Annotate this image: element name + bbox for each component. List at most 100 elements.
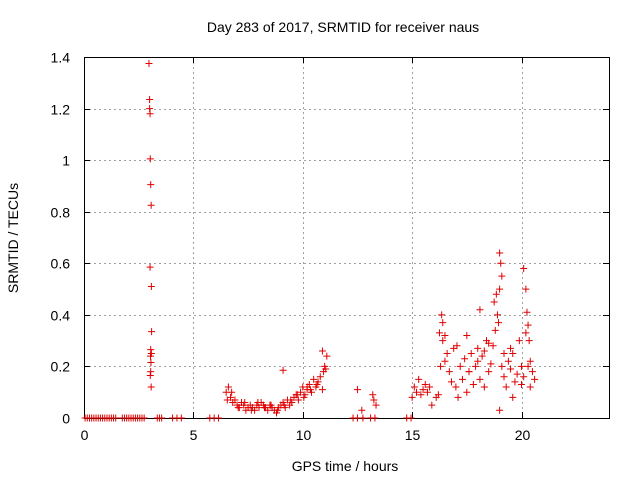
x-tick-label: 20 [515, 427, 531, 443]
data-point [463, 331, 471, 339]
data-point [147, 359, 155, 367]
plot-frame [84, 57, 610, 419]
data-point [472, 362, 480, 370]
data-point [369, 391, 377, 399]
data-point [303, 383, 311, 391]
y-tick-label: 1.2 [51, 102, 71, 118]
data-point [495, 319, 503, 327]
data-point [407, 414, 415, 422]
data-point [318, 386, 326, 394]
data-point [147, 201, 155, 209]
data-point [146, 155, 154, 163]
data-point [408, 393, 416, 401]
data-point [147, 181, 155, 189]
data-point [476, 375, 484, 383]
data-point [520, 373, 528, 381]
data-point [323, 352, 331, 360]
data-point [426, 383, 434, 391]
data-point [480, 383, 488, 391]
data-point [146, 110, 154, 118]
data-point [241, 399, 249, 407]
data-point [526, 383, 534, 391]
data-point [474, 344, 482, 352]
data-point [293, 391, 301, 399]
data-point [500, 350, 508, 358]
data-point [274, 406, 282, 414]
data-point [443, 350, 451, 358]
data-point [507, 365, 515, 373]
data-points [81, 59, 539, 422]
data-point [509, 350, 517, 358]
y-tick-label: 0.8 [51, 205, 71, 221]
data-point [370, 396, 378, 404]
data-point [148, 328, 156, 336]
series-early-spike [145, 59, 156, 391]
x-tick-label: 5 [190, 427, 198, 443]
data-point [147, 346, 155, 354]
data-point [452, 383, 460, 391]
data-point [498, 272, 506, 280]
data-point [318, 347, 326, 355]
data-point [526, 357, 534, 365]
data-point [441, 331, 449, 339]
data-point [428, 401, 436, 409]
data-point [294, 396, 302, 404]
data-point [145, 59, 153, 67]
data-point [496, 285, 504, 293]
data-point [523, 308, 531, 316]
data-point [158, 414, 166, 422]
data-point [441, 357, 449, 365]
data-point [504, 357, 512, 365]
data-point [493, 311, 501, 319]
data-point [453, 342, 461, 350]
data-point [454, 393, 462, 401]
data-point [498, 362, 506, 370]
data-point [223, 396, 231, 404]
data-point [509, 393, 517, 401]
data-point [520, 264, 528, 272]
data-point [146, 371, 154, 379]
data-point [316, 373, 324, 381]
data-point [146, 96, 154, 104]
data-point [260, 404, 268, 412]
data-point [491, 326, 499, 334]
data-point [518, 380, 525, 388]
y-tick-label: 0.2 [51, 359, 71, 375]
data-point [531, 375, 539, 383]
data-point [513, 370, 521, 378]
data-point [279, 366, 287, 374]
data-point [313, 380, 321, 388]
data-point [445, 368, 453, 376]
data-point [435, 329, 443, 337]
data-point [518, 362, 525, 370]
data-point [458, 375, 466, 383]
data-point [437, 362, 445, 370]
data-point [419, 386, 427, 394]
data-point [474, 357, 482, 365]
chart-title: Day 283 of 2017, SRMTID for receiver nau… [207, 19, 479, 35]
data-point [525, 337, 533, 345]
data-point [359, 414, 367, 422]
data-point [112, 414, 120, 422]
data-point [489, 342, 497, 350]
data-point [528, 368, 536, 376]
x-tick-label: 10 [296, 427, 312, 443]
data-point [485, 368, 493, 376]
data-point [478, 352, 486, 360]
y-tick-label: 1 [62, 153, 70, 169]
data-point [231, 396, 239, 404]
data-point [492, 290, 500, 298]
data-point [247, 406, 255, 414]
data-point [287, 396, 295, 404]
data-point [310, 375, 318, 383]
data-point [140, 414, 148, 422]
data-point [497, 259, 505, 267]
data-point [358, 406, 366, 414]
data-point [500, 373, 508, 381]
data-point [438, 311, 446, 319]
data-point [146, 263, 154, 271]
data-point [371, 414, 379, 422]
data-point [300, 393, 308, 401]
data-point [439, 319, 447, 327]
